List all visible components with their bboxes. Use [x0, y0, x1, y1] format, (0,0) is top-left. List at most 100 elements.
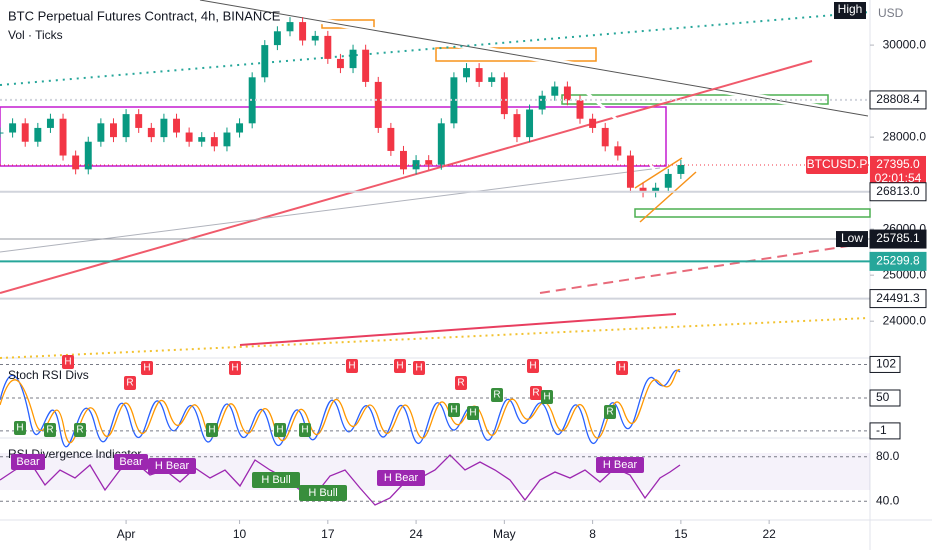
candle-body	[475, 68, 483, 82]
signal-label: H	[543, 392, 550, 403]
signal-label: R	[76, 425, 83, 436]
zone-box	[435, 47, 597, 62]
signal-bg	[377, 470, 425, 486]
signal-label: H	[231, 363, 238, 374]
candle-body	[400, 150, 407, 170]
candle-body	[387, 127, 395, 151]
badge-label: 24491.3	[876, 291, 920, 305]
x-tick-label: 15	[674, 527, 688, 541]
badge-label: High	[838, 2, 863, 16]
x-tick-label: May	[493, 527, 516, 541]
candle-body	[652, 187, 660, 193]
candle-body	[664, 173, 672, 188]
trend-line	[0, 317, 869, 359]
candle-body	[601, 127, 609, 147]
pane-title: Stoch RSI Divs	[8, 368, 89, 382]
signal-bg	[467, 406, 479, 420]
x-tick-label: 17	[321, 527, 335, 541]
candle-body	[336, 58, 344, 69]
signal-bg	[62, 355, 74, 369]
signal-label: H	[276, 425, 283, 436]
signal-label: H	[415, 363, 422, 374]
candle-body	[223, 132, 231, 147]
candle-body	[173, 118, 180, 133]
signal-bg	[394, 359, 406, 373]
signal-label: Bear	[16, 456, 40, 468]
trend-line	[239, 313, 677, 346]
range-box	[0, 106, 667, 167]
x-tick-label: 24	[409, 527, 423, 541]
x-tick-label: 10	[233, 527, 247, 541]
candle-body	[210, 137, 218, 147]
candle-body	[362, 49, 370, 82]
candle-body	[135, 114, 143, 128]
signal-label: H	[208, 425, 215, 436]
signal-bg	[74, 423, 86, 437]
candle-body	[538, 95, 546, 110]
candle-body	[576, 100, 584, 119]
candle-body	[563, 86, 571, 101]
channel-line	[639, 171, 697, 223]
candle-body	[46, 118, 54, 128]
signal-label: H	[618, 363, 625, 374]
candle-body	[273, 31, 281, 46]
signal-bg	[413, 361, 425, 375]
signal-bg	[124, 376, 136, 390]
candle-body	[185, 132, 193, 142]
signal-bg	[455, 376, 467, 390]
signal-label: R	[606, 407, 613, 418]
y-tick-label: 24000.0	[883, 313, 927, 327]
signal-label: H Bull	[261, 474, 290, 486]
candle-body	[500, 77, 508, 115]
candle-body	[589, 118, 597, 128]
candle-body	[110, 123, 117, 138]
x-tick-label: 22	[762, 527, 776, 541]
trend-outline	[199, 0, 869, 117]
badge-label: 28808.4	[876, 92, 920, 106]
candle-body	[526, 109, 534, 138]
signal-label: R	[532, 388, 539, 399]
candle-body	[97, 123, 105, 142]
tick-badge	[869, 389, 901, 407]
rsi-line	[0, 454, 681, 506]
signal-label: H Bear	[603, 459, 638, 471]
badge-name: BTCUSD.P	[807, 157, 868, 171]
signal-bg	[44, 423, 56, 437]
countdown: 02:01:54	[875, 171, 922, 185]
badge-label: 26813.0	[876, 184, 920, 198]
badge-label: 25299.8	[876, 254, 920, 268]
candle-body	[261, 45, 269, 78]
badge-label: 27395.0	[876, 157, 920, 171]
candle-body	[299, 22, 307, 41]
signal-label: H	[396, 361, 403, 372]
candle-body	[198, 137, 206, 142]
candle-body	[450, 77, 458, 124]
signal-bg	[527, 359, 539, 373]
candle-body	[9, 123, 17, 133]
candle-body	[59, 118, 67, 156]
signal-bg	[11, 454, 45, 470]
badge-bg	[869, 182, 927, 202]
signal-bg	[448, 403, 460, 417]
signal-bg	[274, 423, 286, 437]
signal-bg	[299, 423, 311, 437]
badge-name: Low	[841, 231, 863, 245]
candle-body	[160, 118, 168, 138]
signal-label: R	[126, 378, 133, 389]
badge-bg	[869, 90, 927, 110]
x-tick-label: 8	[589, 527, 596, 541]
badge-bg	[870, 155, 926, 186]
y-tick-label: 80.0	[876, 449, 900, 463]
signal-label: R	[46, 425, 53, 436]
signal-label: H	[143, 363, 150, 374]
candle-body	[349, 49, 357, 69]
candle-body	[488, 77, 496, 82]
y-tick-label: 30000.0	[883, 37, 927, 51]
candle-body	[122, 114, 130, 138]
chart-subtitle: Vol · Ticks	[8, 28, 63, 42]
trend-line	[0, 167, 661, 253]
zone-box	[634, 208, 871, 218]
signal-bg	[141, 361, 153, 375]
candle-body	[311, 35, 319, 41]
tick-badge	[869, 355, 901, 373]
